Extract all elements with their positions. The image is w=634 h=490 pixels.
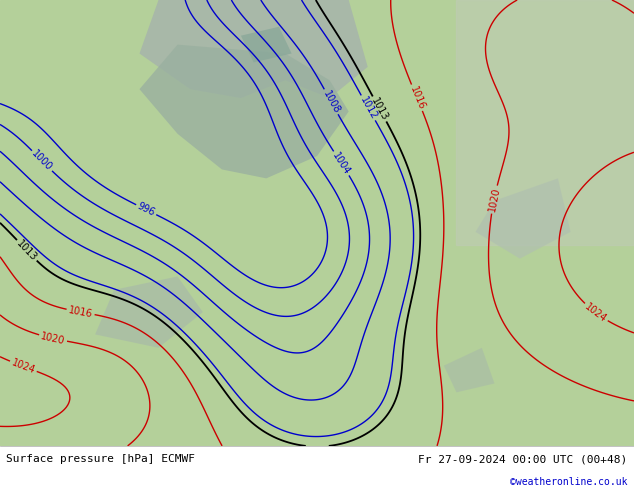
Text: 1020: 1020 [487, 187, 501, 213]
Text: 1024: 1024 [583, 301, 609, 324]
Text: 1024: 1024 [10, 357, 37, 375]
Polygon shape [139, 45, 349, 178]
Text: 1020: 1020 [40, 331, 66, 346]
Text: 996: 996 [136, 201, 157, 218]
Polygon shape [456, 0, 634, 245]
Text: 1004: 1004 [330, 150, 352, 176]
Polygon shape [95, 276, 203, 348]
Text: 1013: 1013 [370, 96, 390, 122]
Text: 1016: 1016 [68, 305, 94, 319]
Text: 1013: 1013 [15, 238, 39, 263]
Text: 1000: 1000 [30, 148, 54, 173]
Text: 1012: 1012 [358, 95, 378, 121]
Polygon shape [241, 27, 292, 62]
Polygon shape [476, 178, 571, 259]
Text: 1016: 1016 [408, 84, 426, 111]
Polygon shape [0, 0, 634, 446]
Text: Fr 27-09-2024 00:00 UTC (00+48): Fr 27-09-2024 00:00 UTC (00+48) [418, 454, 628, 464]
Polygon shape [444, 348, 495, 392]
Polygon shape [139, 0, 368, 98]
Text: ©weatheronline.co.uk: ©weatheronline.co.uk [510, 477, 628, 487]
Text: 1008: 1008 [321, 89, 342, 115]
Text: Surface pressure [hPa] ECMWF: Surface pressure [hPa] ECMWF [6, 454, 195, 464]
